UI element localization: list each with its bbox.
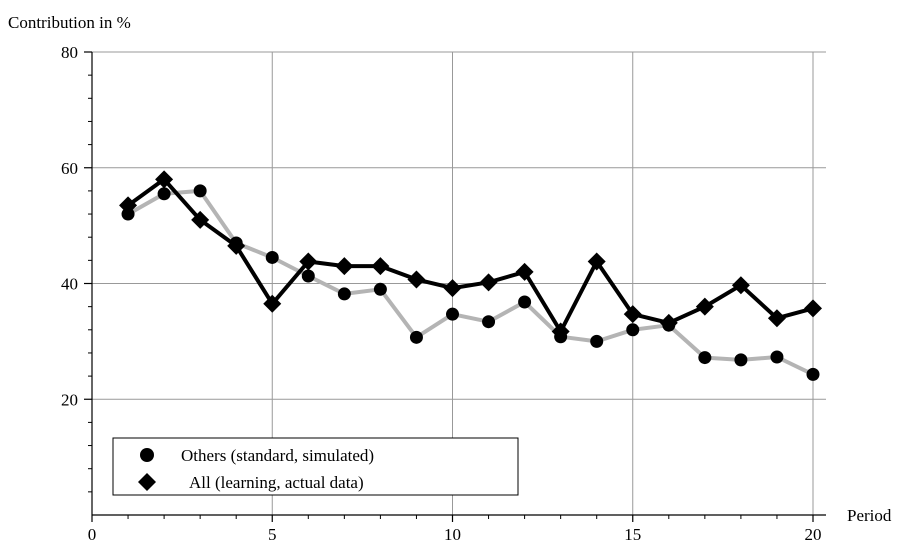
data-point-circle [518, 295, 532, 309]
data-point-circle [806, 367, 820, 381]
x-tick-label: 20 [805, 525, 822, 543]
legend-marker-diamond [138, 473, 156, 491]
series-line-0 [127, 188, 814, 377]
data-point-circle [409, 330, 423, 344]
legend-marker-circle [140, 448, 154, 462]
y-tick-label: 80 [61, 43, 78, 62]
data-point-circle [193, 184, 207, 198]
data-point-diamond [263, 294, 282, 313]
x-tick-label: 0 [88, 525, 97, 543]
x-tick-label: 5 [268, 525, 277, 543]
data-point-circle [157, 187, 171, 201]
y-tick-label: 20 [61, 390, 78, 409]
data-point-diamond [551, 322, 570, 341]
data-point-circle [337, 287, 351, 301]
data-point-diamond [443, 279, 462, 298]
data-point-diamond [515, 262, 534, 281]
series-0 [121, 184, 820, 381]
data-point-circle [698, 351, 712, 365]
data-point-circle [734, 353, 748, 367]
legend-box [112, 437, 519, 496]
data-point-circle [482, 315, 496, 329]
data-point-diamond [191, 210, 210, 229]
data-point-diamond [479, 273, 498, 292]
data-point-diamond [767, 309, 786, 328]
data-point-diamond [335, 257, 354, 276]
data-point-circle [626, 323, 640, 337]
grid-lines [92, 51, 826, 515]
data-point-diamond [659, 313, 678, 332]
x-tick-label: 15 [624, 525, 641, 543]
data-point-diamond [623, 305, 642, 324]
data-point-diamond [299, 252, 318, 271]
data-point-diamond [155, 170, 174, 189]
data-point-diamond [407, 270, 426, 289]
y-tick-label: 60 [61, 159, 78, 178]
x-tick-label: 10 [444, 525, 461, 543]
data-point-diamond [119, 196, 138, 215]
data-point-diamond [587, 252, 606, 271]
data-point-circle [301, 269, 315, 283]
data-point-circle [373, 282, 387, 296]
x-axis-title: Period [847, 506, 892, 525]
data-point-diamond [371, 257, 390, 276]
series-layer [119, 170, 822, 381]
data-point-circle [265, 250, 279, 264]
axes [84, 51, 826, 522]
legend-label-0: Others (standard, simulated) [181, 446, 374, 465]
data-point-diamond [731, 276, 750, 295]
data-point-circle [590, 334, 604, 348]
data-point-diamond [695, 297, 714, 316]
data-point-diamond [227, 236, 246, 255]
data-point-circle [446, 307, 459, 321]
tick-labels: 0 5 10 15 20 20 40 60 80 [61, 43, 822, 543]
y-axis-title: Contribution in % [8, 13, 131, 32]
data-point-diamond [804, 299, 822, 318]
series-1 [119, 170, 822, 341]
y-tick-label: 40 [61, 275, 78, 294]
legend: Others (standard, simulated) All (learni… [112, 437, 519, 496]
legend-label-1: All (learning, actual data) [189, 473, 364, 492]
data-point-circle [770, 350, 784, 364]
